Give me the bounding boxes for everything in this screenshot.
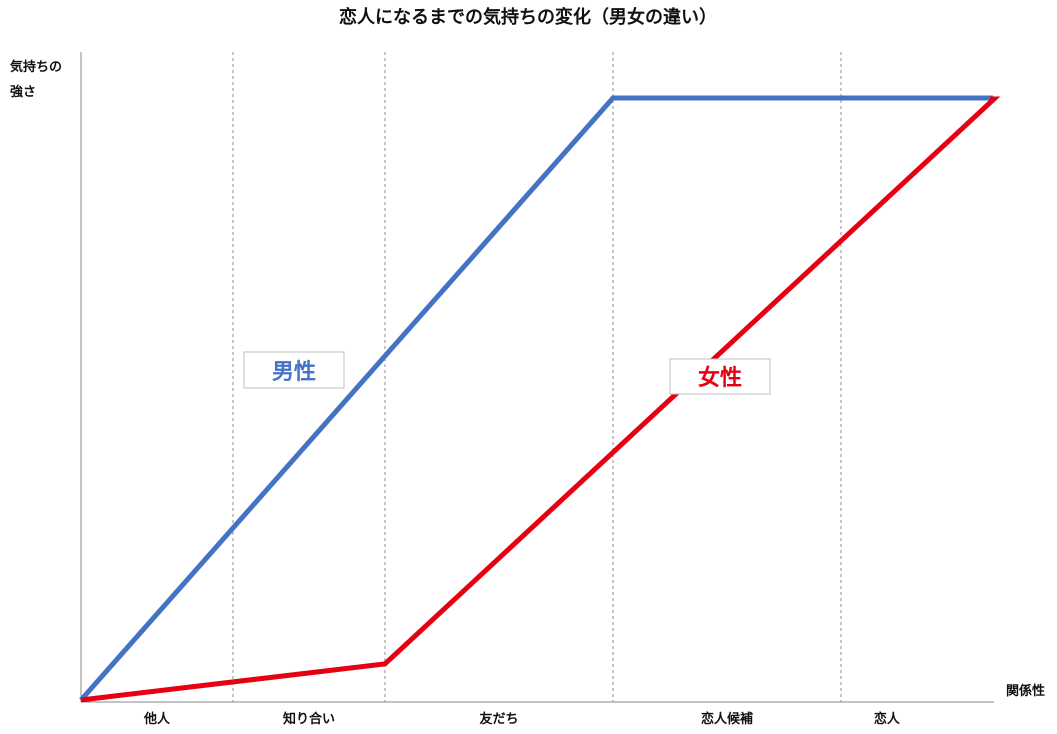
- x-tick-labels: 他人 知り合い 友だち 恋人候補 恋人: [143, 711, 901, 727]
- female-series-label-box: 女性: [669, 358, 771, 395]
- male-series-label-box: 男性: [243, 351, 345, 389]
- x-tick-label-2: 知り合い: [283, 711, 335, 727]
- male-series-label: 男性: [272, 360, 316, 385]
- grid-lines: [232, 52, 842, 702]
- female-series-line: [80, 96, 1001, 703]
- male-series-line: [79, 95, 993, 702]
- x-axis-label: 関係性: [1006, 683, 1045, 699]
- x-tick-label-1: 他人: [143, 711, 171, 727]
- x-tick-label-4: 恋人候補: [701, 711, 753, 727]
- y-axis-label-line-1: 気持ちの: [10, 59, 62, 75]
- series-lines: [79, 95, 1001, 703]
- chart-title: 恋人になるまでの気持ちの変化（男女の違い）: [339, 6, 717, 28]
- x-tick-label-5: 恋人: [874, 711, 901, 727]
- y-axis-label-line-2: 強さ: [10, 84, 36, 100]
- female-series-label: 女性: [698, 365, 742, 391]
- x-tick-label-3: 友だち: [479, 711, 518, 727]
